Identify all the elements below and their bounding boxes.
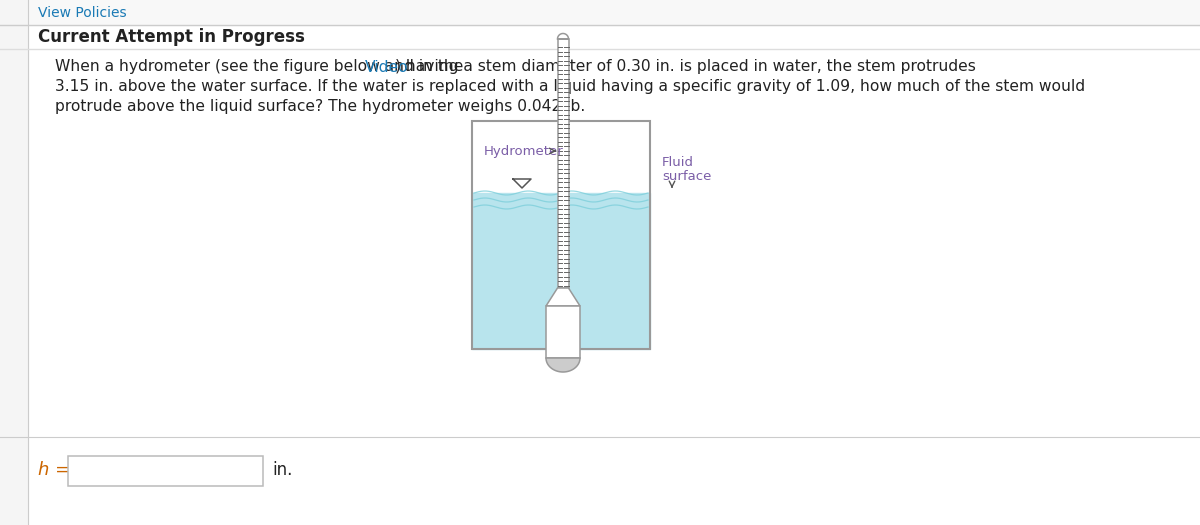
Polygon shape <box>546 288 580 306</box>
Bar <box>472 193 650 349</box>
Bar <box>68 456 263 486</box>
Text: h =: h = <box>38 461 71 479</box>
Text: Video: Video <box>365 59 409 75</box>
Text: in.: in. <box>272 461 293 479</box>
Text: When a hydrometer (see the figure below and in the: When a hydrometer (see the figure below … <box>55 59 468 75</box>
Text: Hydrometer: Hydrometer <box>484 144 564 157</box>
Text: View Policies: View Policies <box>38 6 127 20</box>
Bar <box>472 121 650 349</box>
Text: protrude above the liquid surface? The hydrometer weighs 0.042 lb.: protrude above the liquid surface? The h… <box>55 100 586 114</box>
Text: surface: surface <box>662 171 712 184</box>
Bar <box>28 0 1200 25</box>
Bar <box>546 306 580 358</box>
Text: 3.15 in. above the water surface. If the water is replaced with a liquid having : 3.15 in. above the water surface. If the… <box>55 79 1085 94</box>
Text: Fluid: Fluid <box>662 156 694 170</box>
Bar <box>558 39 569 288</box>
Polygon shape <box>546 358 580 372</box>
Polygon shape <box>558 34 569 39</box>
Bar <box>0 0 28 525</box>
Text: Current Attempt in Progress: Current Attempt in Progress <box>38 28 305 46</box>
Text: ) having a stem diameter of 0.30 in. is placed in water, the stem protrudes: ) having a stem diameter of 0.30 in. is … <box>396 59 977 75</box>
